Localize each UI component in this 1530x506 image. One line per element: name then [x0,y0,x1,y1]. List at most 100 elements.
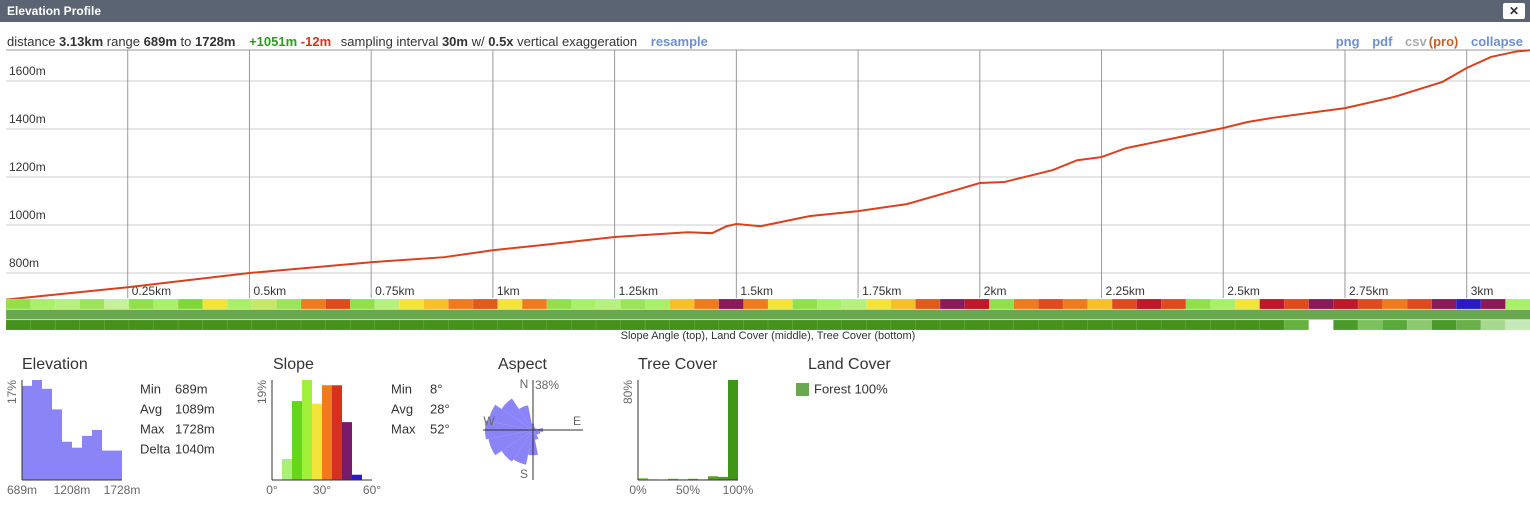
histogram-bar [708,476,718,480]
close-button[interactable]: ✕ [1503,3,1525,19]
x-tick-label: 60° [363,483,381,497]
strip-cell [448,319,474,331]
distance-label: distance [7,34,56,49]
histogram-bar [112,450,122,480]
x-tick-label: 689m [7,483,37,497]
histogram-bar [668,478,678,480]
strip-cell [1283,298,1310,310]
strip-cell [915,319,941,331]
png-link[interactable]: png [1335,34,1360,49]
strip-cell [251,298,277,310]
resample-link[interactable]: resample [650,34,708,49]
strip-cell [1431,319,1457,331]
strip-cell [1234,298,1261,310]
stat-value: 689m [175,381,208,396]
strip-cell [54,298,81,310]
y-tick-label: 1000m [9,208,46,222]
y-tick-label: 19% [255,380,269,404]
strip-cell [792,319,818,331]
strip-cell [571,319,597,331]
strip-cell [792,298,818,310]
histogram-bar [72,447,82,480]
elevation-line [5,49,1530,301]
histogram-bar [728,380,738,480]
strip-cell [866,319,892,331]
x-tick-label: 2.75km [1349,284,1388,298]
strip-cell [1357,319,1384,331]
stat-value: 1728m [175,421,215,436]
strip-cell [1062,319,1089,331]
x-tick-label: 1.25km [619,284,658,298]
strip-cell [841,298,867,310]
rose-sector [513,430,533,465]
strip-cell [1185,319,1212,331]
interval: 30m [441,34,468,49]
export-links: png pdf csv (pro) collapse [1327,34,1523,49]
strip-cell [423,319,450,331]
x-tick-label: 1km [497,284,520,298]
collapse-link[interactable]: collapse [1470,34,1523,49]
strip-cell [1210,298,1236,310]
x-tick-label: 2.25km [1106,284,1145,298]
strip-cell [1185,298,1212,310]
csv-link[interactable]: csv [1405,34,1427,49]
strip-cell [300,298,327,310]
strip-cell [1456,298,1482,310]
strip-cell [1038,319,1064,331]
strip-cell [816,298,843,310]
stat-value: 8° [430,381,442,396]
stat-label: Min [140,381,161,396]
land-cover-swatch [796,383,809,396]
strip-cell [104,319,130,331]
rose-sector [533,426,536,430]
rose-sector [533,427,537,430]
strip-cell [890,298,917,310]
strip-cell [669,298,695,310]
direction-label: W [483,414,495,428]
strip-cell [1406,298,1433,310]
strip-cell [153,319,179,331]
strip-cell [546,319,572,331]
strip-cell [1087,298,1113,310]
strip-cell [939,298,966,310]
strip-cell [743,319,769,331]
strip-cell [1308,319,1334,331]
stat-value: 52° [430,421,450,436]
x-tick-label: 1.5km [740,284,773,298]
strip-cell [1087,319,1113,331]
strip-cell [1062,298,1089,310]
histogram-bar [302,380,312,480]
rose-sector [533,427,536,430]
strip-cell [521,298,548,310]
strip-cell [54,319,81,331]
x-tick-label: 50% [676,483,700,497]
strip-cell [694,319,720,331]
strip-cell [1382,298,1408,310]
histogram-bar [332,385,342,480]
histogram-bar [342,422,352,480]
exaggeration: 0.5x [488,34,514,49]
histogram-bar [292,401,302,480]
histogram-bar [22,385,32,480]
rose-sector [533,430,539,436]
window-title: Elevation Profile [7,4,102,18]
strip-cell [669,319,695,331]
histogram-bar [92,430,102,480]
strip-cell [374,298,400,310]
land-cover-title: Land Cover [808,356,891,373]
strip-cell [276,319,302,331]
x-tick-label: 2km [984,284,1007,298]
strip-cell [1505,298,1530,310]
strip-cell [202,319,228,331]
x-tick-label: 100% [723,483,754,497]
land-cover-label: Forest 100% [814,381,888,396]
strip-cell [571,298,597,310]
y-tick-label: 1400m [9,112,46,126]
histogram-bar [82,435,92,480]
strip-cell [399,298,425,310]
pdf-link[interactable]: pdf [1372,34,1393,49]
stat-value: 28° [430,401,450,416]
strip-cell [644,298,671,310]
strip-cell [595,298,622,310]
strip-cell [226,298,253,310]
